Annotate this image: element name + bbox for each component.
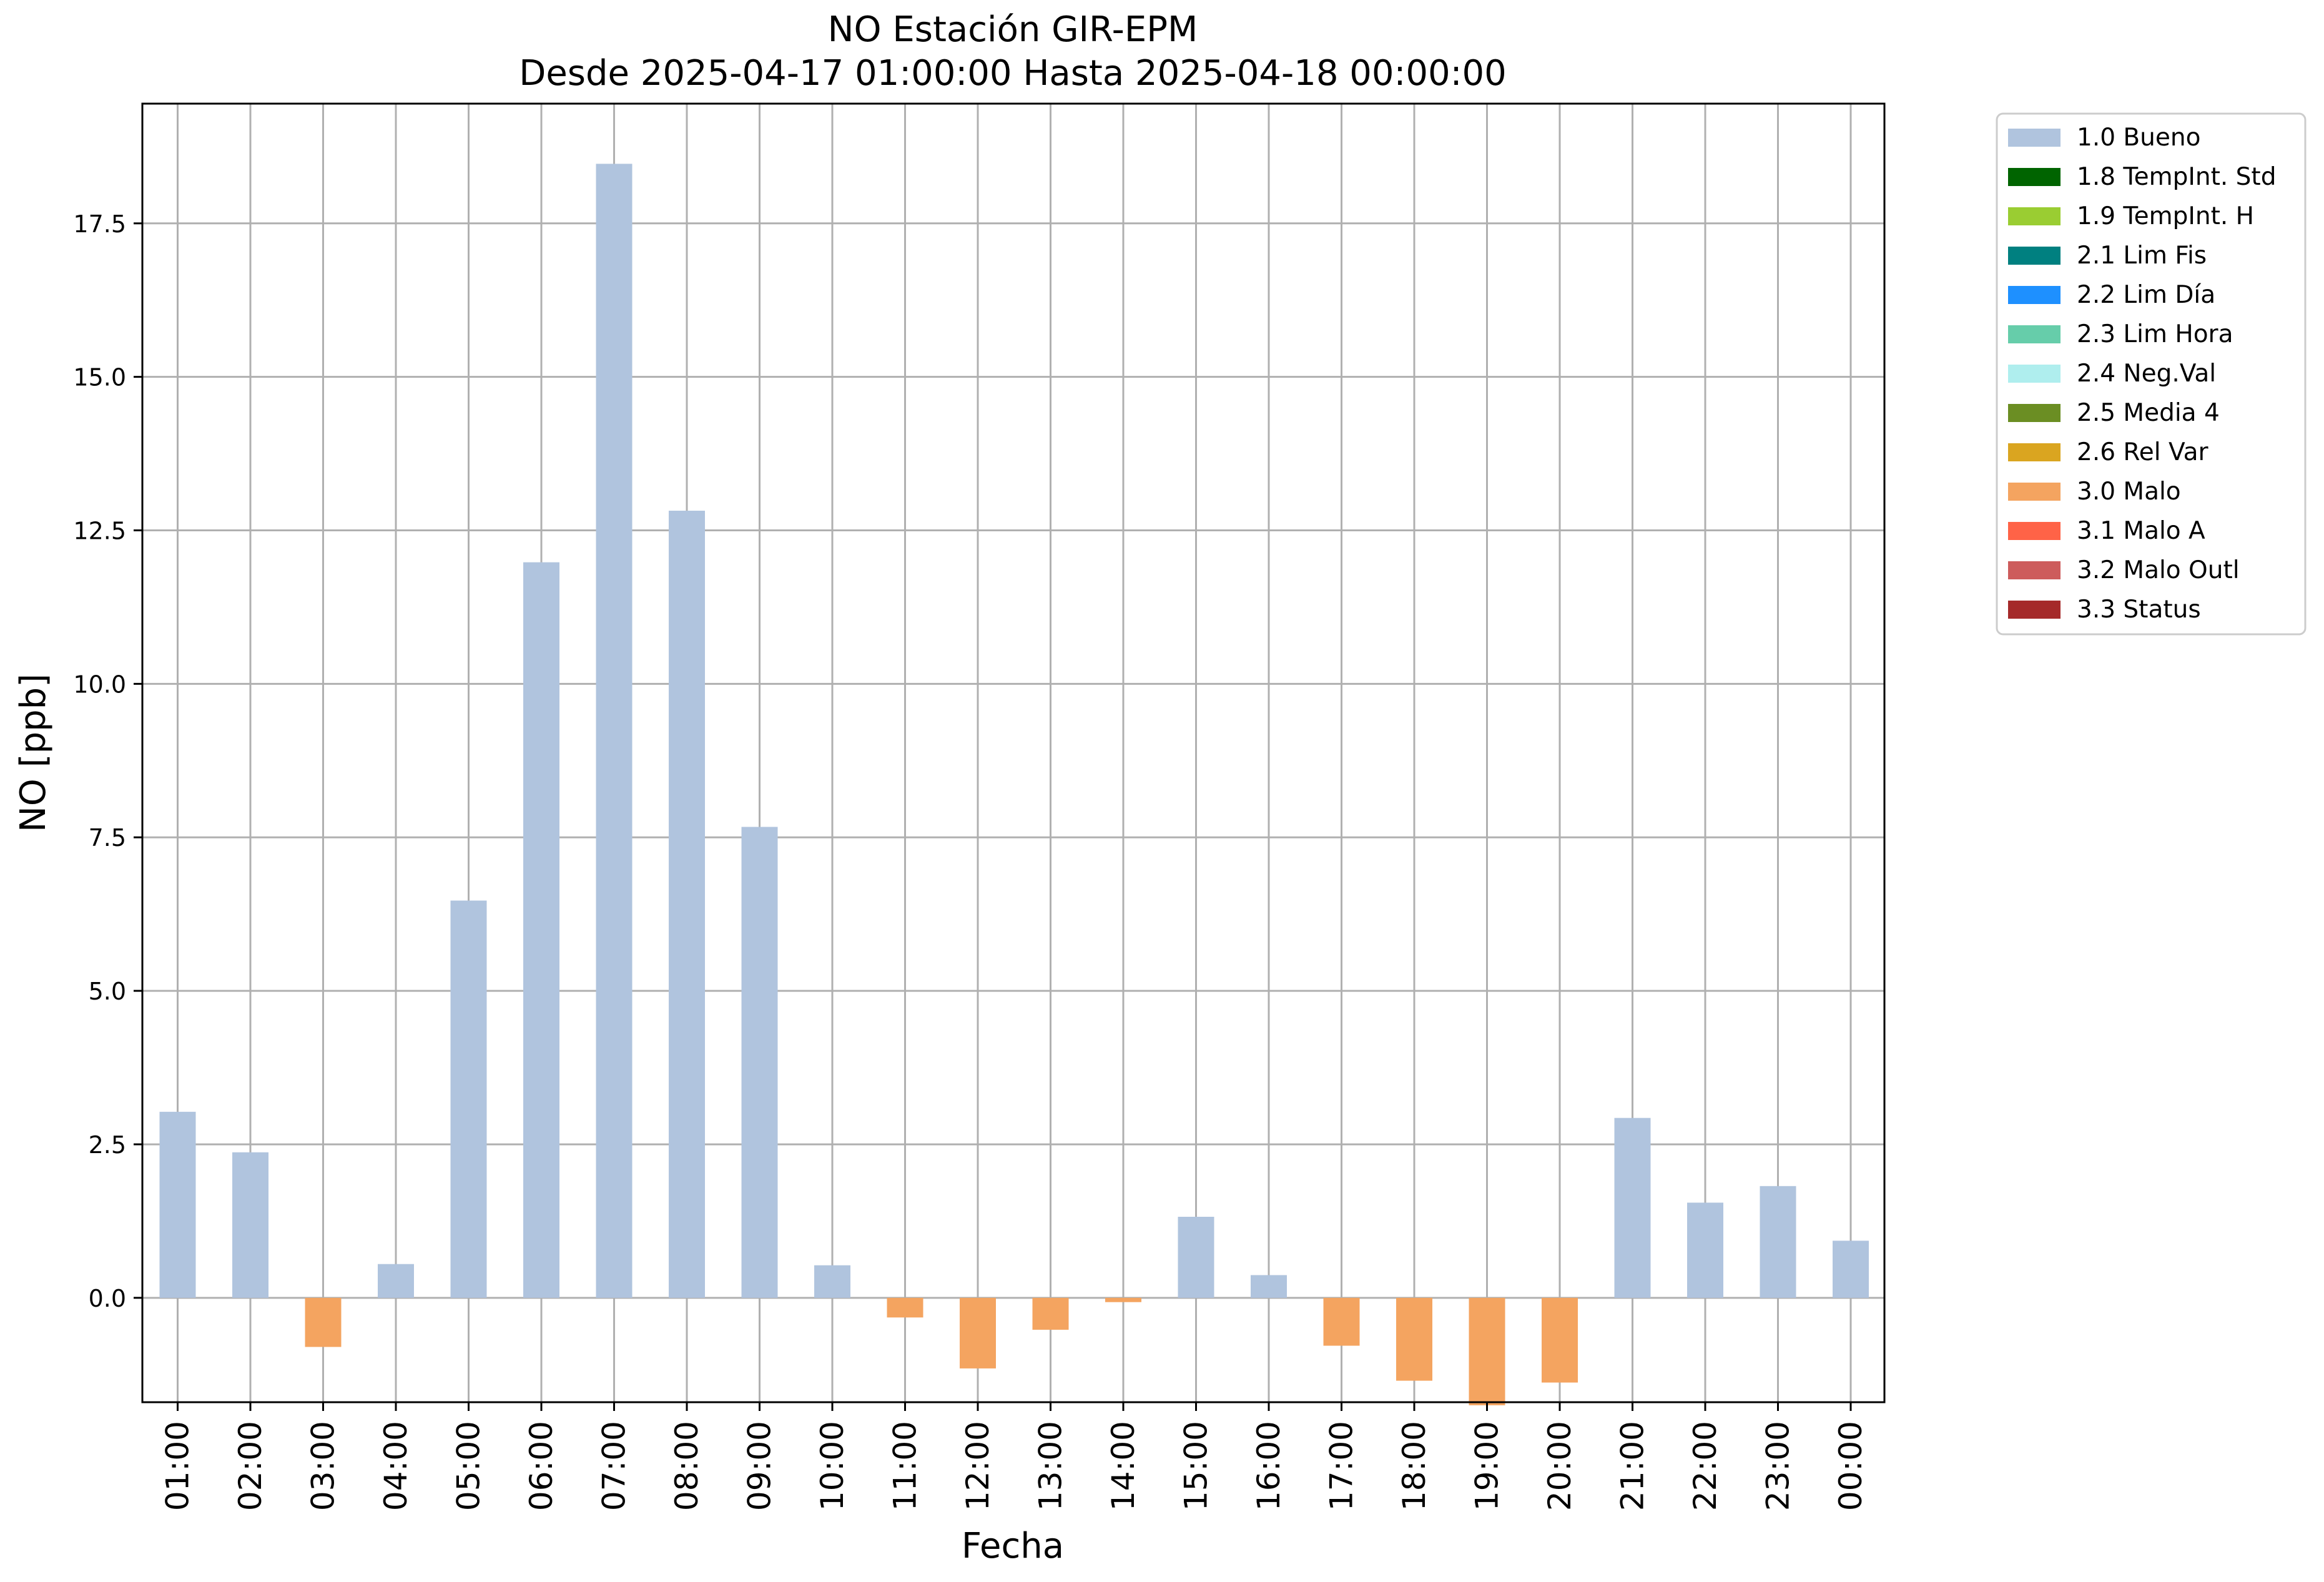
- bar-0400: [378, 1264, 414, 1298]
- legend-label: 1.9 TempInt. H: [2077, 202, 2254, 230]
- bar-0500: [450, 900, 487, 1298]
- legend-label: 2.2 Lim Día: [2077, 281, 2215, 309]
- x-tick-label: 11:00: [887, 1421, 923, 1511]
- bar-1100: [887, 1297, 923, 1318]
- x-tick-label: 13:00: [1033, 1421, 1069, 1511]
- bar-1600: [1251, 1275, 1287, 1298]
- legend-label: 2.3 Lim Hora: [2077, 320, 2233, 348]
- x-tick-label: 03:00: [305, 1421, 342, 1511]
- y-axis-label: NO [ppb]: [13, 674, 54, 832]
- x-tick-label: 07:00: [596, 1421, 633, 1511]
- bar-series: [159, 164, 1869, 1405]
- legend-swatch: [2008, 404, 2061, 422]
- x-tick-label: 14:00: [1105, 1421, 1141, 1511]
- bar-1800: [1396, 1297, 1432, 1381]
- legend-label: 3.1 Malo A: [2077, 517, 2205, 545]
- legend-label: 1.8 TempInt. Std: [2077, 163, 2276, 191]
- legend-label: 1.0 Bueno: [2077, 124, 2200, 152]
- legend-swatch: [2008, 207, 2061, 225]
- y-tick-label: 10.0: [73, 671, 126, 698]
- legend-swatch: [2008, 286, 2061, 304]
- bar-1200: [960, 1297, 996, 1368]
- y-tick-label: 12.5: [73, 517, 126, 544]
- legend-frame: [1996, 112, 2307, 636]
- bar-2300: [1760, 1186, 1796, 1298]
- y-tick-label: 7.5: [89, 824, 126, 852]
- legend-swatch: [2008, 601, 2061, 619]
- x-axis-ticks: 01:00 02:00 03:00 04:00 05:00 06:00 07:00 08:00…: [160, 1402, 1869, 1511]
- x-tick-label: 08:00: [669, 1421, 705, 1511]
- bar-1000: [814, 1265, 850, 1298]
- x-tick-label: 22:00: [1687, 1421, 1723, 1511]
- legend-label: 2.6 Rel Var: [2077, 438, 2209, 466]
- bar-0300: [305, 1297, 342, 1347]
- x-tick-label: 02:00: [232, 1421, 268, 1511]
- x-tick-label: 10:00: [814, 1421, 850, 1511]
- x-axis-label: Fecha: [962, 1526, 1064, 1566]
- legend-swatch: [2008, 522, 2061, 540]
- y-axis-ticks: 0.0 2.5 5.0 7.5 10.0 12.5 15.0 17.5: [73, 210, 142, 1312]
- x-tick-label: 17:00: [1324, 1421, 1360, 1511]
- x-tick-label: 21:00: [1615, 1421, 1651, 1511]
- bar-1400: [1105, 1297, 1141, 1302]
- chart-title: NO Estación GIR-EPM: [828, 9, 1198, 50]
- x-tick-label: 06:00: [523, 1421, 559, 1511]
- x-tick-label: 18:00: [1396, 1421, 1432, 1511]
- legend: 1.0 Bueno 1.8 TempInt. Std 1.9 TempInt. H 2…: [1996, 112, 2307, 636]
- legend-label: 2.1 Lim Fis: [2077, 242, 2207, 270]
- bar-0600: [523, 562, 559, 1298]
- bar-1900: [1469, 1297, 1505, 1405]
- legend-swatch: [2008, 443, 2061, 461]
- x-tick-label: 12:00: [960, 1421, 996, 1511]
- bar-1500: [1178, 1216, 1214, 1298]
- x-tick-label: 00:00: [1833, 1421, 1869, 1511]
- bar-0100: [159, 1111, 196, 1298]
- bar-0900: [741, 827, 778, 1298]
- legend-items: 1.0 Bueno 1.8 TempInt. Std 1.9 TempInt. H 2…: [2008, 124, 2276, 624]
- legend-swatch: [2008, 129, 2061, 147]
- legend-swatch: [2008, 561, 2061, 579]
- bar-0700: [596, 164, 633, 1298]
- legend-label: 3.2 Malo Outl: [2077, 556, 2240, 584]
- x-tick-label: 01:00: [160, 1421, 196, 1511]
- bar-0200: [232, 1152, 268, 1298]
- legend-label: 2.4 Neg.Val: [2077, 360, 2216, 388]
- bar-2000: [1542, 1297, 1578, 1383]
- bar-0000: [1833, 1241, 1869, 1298]
- x-tick-label: 05:00: [451, 1421, 487, 1511]
- bar-2200: [1687, 1202, 1723, 1298]
- legend-swatch: [2008, 365, 2061, 383]
- legend-swatch: [2008, 168, 2061, 186]
- x-tick-label: 23:00: [1760, 1421, 1796, 1511]
- x-tick-label: 09:00: [742, 1421, 778, 1511]
- legend-label: 2.5 Media 4: [2077, 399, 2220, 427]
- bar-0800: [669, 511, 705, 1298]
- y-tick-label: 0.0: [89, 1285, 126, 1312]
- bar-1700: [1323, 1297, 1360, 1346]
- y-tick-label: 15.0: [73, 364, 126, 391]
- x-tick-label: 15:00: [1178, 1421, 1214, 1511]
- legend-swatch: [2008, 483, 2061, 501]
- bar-2100: [1614, 1118, 1651, 1298]
- bar-1300: [1032, 1297, 1069, 1330]
- legend-label: 3.0 Malo: [2077, 478, 2181, 506]
- plot-area-frame: [141, 102, 1886, 1403]
- y-tick-label: 5.0: [89, 978, 126, 1005]
- legend-swatch: [2008, 325, 2061, 343]
- chart-subtitle: Desde 2025-04-17 01:00:00 Hasta 2025-04-…: [519, 53, 1507, 94]
- x-tick-label: 20:00: [1542, 1421, 1578, 1511]
- x-tick-label: 04:00: [378, 1421, 414, 1511]
- x-tick-label: 19:00: [1469, 1421, 1505, 1511]
- y-tick-label: 17.5: [73, 210, 126, 238]
- x-tick-label: 16:00: [1251, 1421, 1287, 1511]
- legend-label: 3.3 Status: [2077, 596, 2201, 624]
- y-tick-label: 2.5: [89, 1131, 126, 1159]
- legend-swatch: [2008, 247, 2061, 265]
